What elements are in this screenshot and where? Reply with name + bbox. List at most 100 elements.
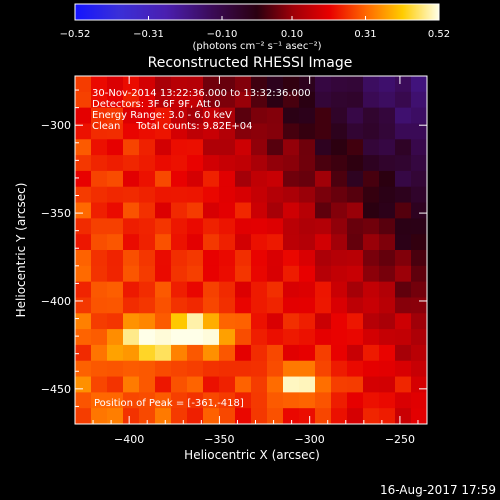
heatmap-cell bbox=[155, 155, 172, 172]
heatmap-cell bbox=[75, 76, 92, 93]
heatmap-cell bbox=[267, 408, 284, 424]
heatmap-cell bbox=[363, 76, 380, 93]
heatmap-cell bbox=[251, 408, 268, 424]
heatmap-cell bbox=[107, 91, 124, 109]
colorbar-tick-label: −0.52 bbox=[60, 29, 91, 40]
heatmap-cell bbox=[331, 376, 348, 393]
heatmap-cell bbox=[171, 155, 188, 172]
heatmap-cell bbox=[395, 344, 412, 362]
heatmap-cell bbox=[139, 250, 156, 267]
heatmap-cell bbox=[315, 376, 332, 393]
heatmap-cell bbox=[187, 250, 204, 267]
x-tick-label: −300 bbox=[295, 433, 325, 446]
x-axis-label: Heliocentric X (arcsec) bbox=[184, 448, 320, 462]
heatmap-cell bbox=[139, 234, 156, 251]
heatmap-cell bbox=[91, 360, 108, 378]
heatmap-cell bbox=[379, 360, 396, 378]
heatmap-cell bbox=[251, 344, 268, 362]
heatmap-cell bbox=[203, 155, 220, 172]
heatmap-cell bbox=[347, 186, 364, 204]
heatmap-cell bbox=[219, 202, 236, 219]
y-tick-label: −350 bbox=[41, 207, 71, 220]
y-tick-label: −300 bbox=[41, 119, 71, 132]
heatmap-cell bbox=[171, 76, 188, 93]
heatmap-cell bbox=[267, 234, 284, 251]
heatmap-cell bbox=[123, 344, 140, 362]
peak-position-label: Position of Peak = [-361,-418] bbox=[94, 398, 244, 409]
heatmap-cell bbox=[139, 91, 156, 109]
heatmap-cell bbox=[283, 139, 300, 156]
heatmap-cell bbox=[347, 408, 364, 424]
heatmap-cell bbox=[219, 91, 236, 109]
heatmap-cell bbox=[283, 123, 300, 140]
heatmap-cell bbox=[395, 186, 412, 204]
heatmap-cell bbox=[379, 250, 396, 267]
heatmap-cell bbox=[267, 250, 284, 267]
heatmap-cell bbox=[219, 234, 236, 251]
heatmap-cell bbox=[299, 408, 316, 424]
heatmap-cell bbox=[363, 202, 380, 219]
heatmap-cell bbox=[395, 91, 412, 109]
heatmap-cell bbox=[155, 186, 172, 204]
heatmap-cell bbox=[123, 202, 140, 219]
heatmap-cell bbox=[251, 186, 268, 204]
heatmap-cell bbox=[283, 170, 300, 188]
heatmap-cell bbox=[75, 344, 92, 362]
heatmap-cell bbox=[363, 376, 380, 393]
heatmap-cell bbox=[123, 376, 140, 393]
heatmap-cell bbox=[235, 107, 252, 125]
heatmap-cell bbox=[75, 376, 92, 393]
info-line-energy: Energy Range: 3.0 - 6.0 keV bbox=[92, 110, 232, 121]
heatmap-cell bbox=[171, 313, 188, 330]
info-line-clean: Clean Total counts: 9.82E+04 bbox=[92, 121, 252, 132]
heatmap-cell bbox=[171, 218, 188, 235]
heatmap-cell bbox=[203, 408, 220, 424]
heatmap-cell bbox=[107, 170, 124, 188]
heatmap-cell bbox=[411, 155, 427, 172]
heatmap-cell bbox=[363, 297, 380, 314]
heatmap-cell bbox=[171, 123, 188, 140]
heatmap-cell bbox=[171, 265, 188, 283]
heatmap-cell bbox=[91, 297, 108, 314]
heatmap-cell bbox=[123, 408, 140, 424]
heatmap-cell bbox=[123, 265, 140, 283]
heatmap-cell bbox=[123, 218, 140, 235]
heatmap-cell bbox=[411, 392, 427, 409]
heatmap-cell bbox=[251, 265, 268, 283]
heatmap-cell bbox=[187, 281, 204, 299]
heatmap-cell bbox=[283, 313, 300, 330]
heatmap-cell bbox=[75, 123, 92, 140]
heatmap-cell bbox=[75, 281, 92, 299]
heatmap-cell bbox=[235, 123, 252, 140]
heatmap-cell bbox=[411, 408, 427, 424]
heatmap-cell bbox=[299, 313, 316, 330]
heatmap-cell bbox=[331, 170, 348, 188]
heatmap-cell bbox=[155, 265, 172, 283]
heatmap-cell bbox=[379, 218, 396, 235]
heatmap-cell bbox=[155, 392, 172, 409]
heatmap-cell bbox=[219, 297, 236, 314]
heatmap-cell bbox=[267, 123, 284, 140]
heatmap-cell bbox=[363, 392, 380, 409]
heatmap-cell bbox=[379, 344, 396, 362]
heatmap-cell bbox=[139, 313, 156, 330]
heatmap-cell bbox=[91, 186, 108, 204]
heatmap-cell bbox=[283, 234, 300, 251]
heatmap-cell bbox=[363, 408, 380, 424]
heatmap-cell bbox=[171, 360, 188, 378]
heatmap-cell bbox=[331, 408, 348, 424]
heatmap-cell bbox=[331, 265, 348, 283]
heatmap-cell bbox=[107, 186, 124, 204]
heatmap-cell bbox=[315, 265, 332, 283]
heatmap-cell bbox=[331, 107, 348, 125]
heatmap-cell bbox=[363, 265, 380, 283]
heatmap-cell bbox=[315, 297, 332, 314]
heatmap-cell bbox=[139, 76, 156, 93]
heatmap-cell bbox=[107, 376, 124, 393]
y-tick-label: −450 bbox=[41, 383, 71, 396]
heatmap-cell bbox=[203, 107, 220, 125]
heatmap-cell bbox=[171, 376, 188, 393]
heatmap-cell bbox=[315, 139, 332, 156]
heatmap-cell bbox=[123, 139, 140, 156]
heatmap-cell bbox=[107, 408, 124, 424]
